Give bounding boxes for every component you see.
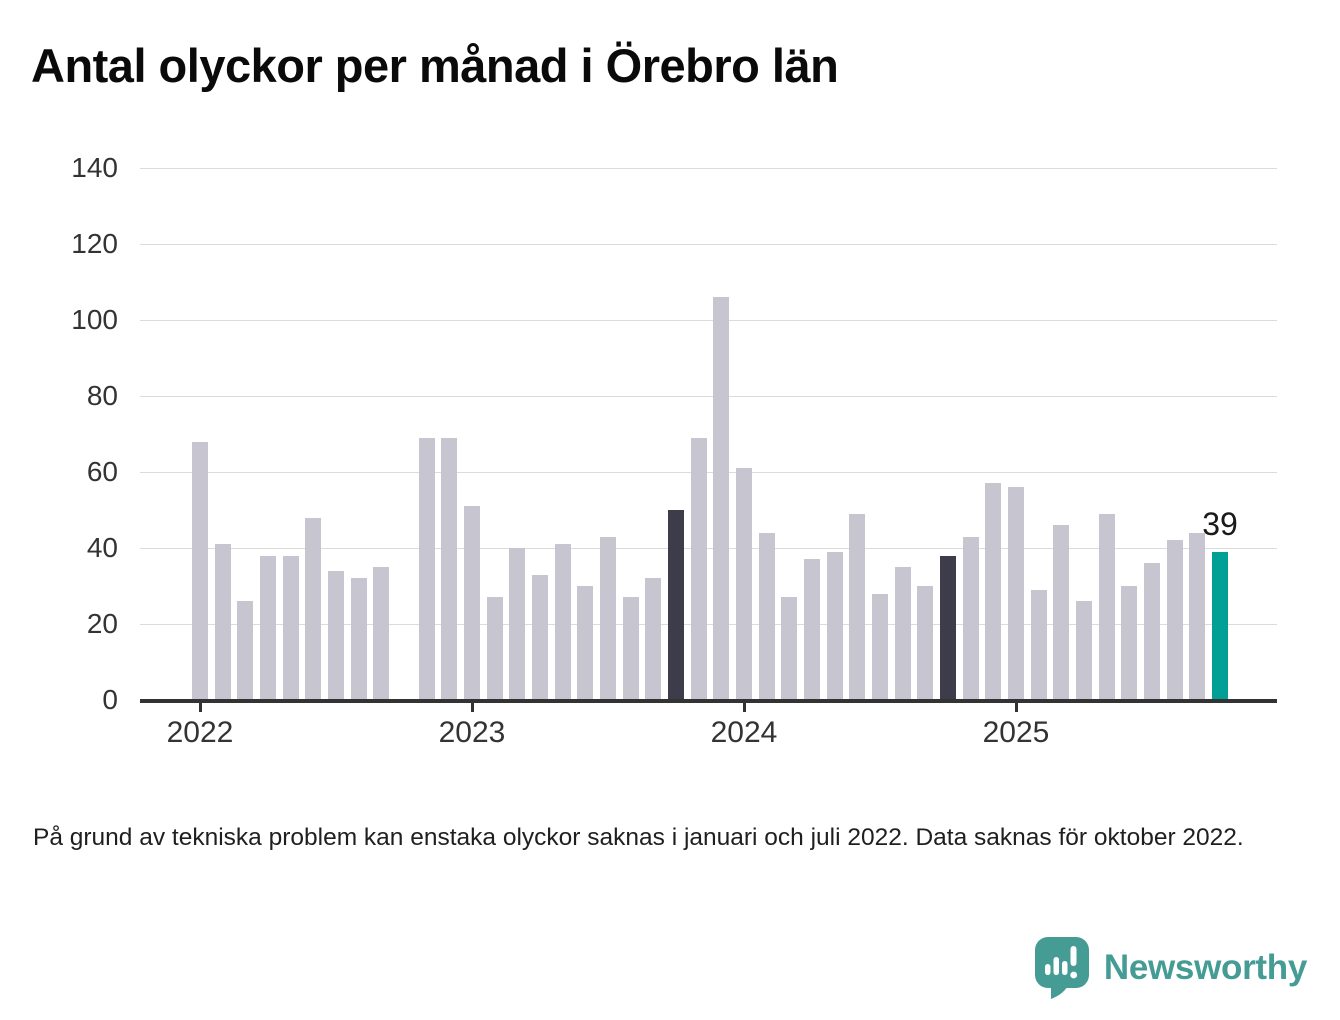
- x-axis-tick-label: 2025: [982, 716, 1050, 749]
- y-gridline: [140, 472, 1277, 473]
- bar-2025-03: [1053, 525, 1070, 700]
- bar-2023-08: [622, 597, 639, 700]
- y-axis-tick-label: 40: [86, 532, 118, 563]
- bar-2024-11: [962, 536, 979, 700]
- bar-2024-12: [985, 483, 1002, 700]
- bar-2022-06: [305, 517, 322, 700]
- x-axis-tick: [470, 702, 474, 712]
- y-axis-tick-label: 80: [86, 380, 118, 411]
- bar-2024-01: [736, 468, 752, 700]
- bar-2025-02: [1030, 589, 1047, 700]
- bar-2023-04: [532, 574, 548, 700]
- x-axis-tick-label: 2024: [710, 716, 778, 749]
- y-axis-tick-label: 0: [102, 684, 118, 715]
- bar-2023-07: [600, 536, 616, 700]
- bar-2023-09: [645, 578, 662, 700]
- x-axis-tick: [1014, 702, 1018, 712]
- bar-2024-08: [894, 567, 911, 700]
- y-axis-tick-label: 20: [86, 608, 118, 639]
- bar-2023-10: [668, 510, 684, 700]
- bar-2023-06: [577, 586, 594, 700]
- bar-2022-05: [282, 555, 299, 700]
- y-axis-tick-label: 100: [71, 304, 118, 335]
- x-axis-tick: [742, 702, 746, 712]
- bar-2024-10: [940, 555, 956, 700]
- newsworthy-logo: Newsworthy: [1034, 936, 1307, 1000]
- y-gridline: [140, 244, 1277, 245]
- bar-2023-05: [554, 544, 571, 700]
- bar-2025-01: [1008, 487, 1024, 700]
- bar-2024-02: [758, 532, 775, 700]
- y-gridline: [140, 320, 1277, 321]
- chart-footnote: På grund av tekniska problem kan enstaka…: [33, 824, 1244, 851]
- bar-2022-01: [192, 441, 208, 700]
- bar-2023-12: [713, 297, 730, 700]
- bar-2024-06: [849, 513, 866, 700]
- x-axis-tick-label: 2023: [438, 716, 506, 749]
- bar-2024-04: [804, 559, 820, 700]
- y-gridline: [140, 396, 1277, 397]
- bar-2022-03: [237, 601, 254, 700]
- bar-2025-10: [1212, 551, 1228, 700]
- bar-2023-03: [509, 548, 526, 700]
- y-gridline: [140, 548, 1277, 549]
- y-axis-tick-label: 60: [86, 456, 118, 487]
- bar-2024-09: [917, 586, 934, 700]
- y-gridline: [140, 624, 1277, 625]
- x-axis-line: [140, 699, 1277, 703]
- y-axis-tick-label: 120: [71, 228, 118, 259]
- y-gridline: [140, 168, 1277, 169]
- bar-2022-08: [350, 578, 367, 700]
- bar-2022-09: [373, 567, 390, 700]
- bar-data-label: 39: [1202, 505, 1238, 542]
- bar-2022-12: [441, 437, 458, 700]
- bar-2024-05: [826, 551, 843, 700]
- bar-2025-06: [1121, 586, 1138, 700]
- x-axis-tick: [198, 702, 202, 712]
- bar-2023-02: [486, 597, 503, 700]
- bar-2023-01: [464, 506, 480, 700]
- bar-2025-08: [1166, 540, 1183, 700]
- bar-2022-04: [260, 555, 276, 700]
- bar-2025-05: [1098, 513, 1115, 700]
- speech-bubble-bar-chart-icon: [1034, 937, 1089, 999]
- bar-2022-07: [328, 570, 344, 700]
- bar-2022-11: [418, 437, 435, 700]
- bar-2022-02: [214, 544, 231, 700]
- bar-2024-03: [781, 597, 798, 700]
- bar-2025-09: [1189, 532, 1206, 700]
- bar-2023-11: [690, 437, 707, 700]
- bar-2024-07: [872, 593, 888, 700]
- y-axis-tick-label: 140: [71, 152, 118, 183]
- bar-2025-07: [1144, 563, 1160, 700]
- newsworthy-logo-text: Newsworthy: [1103, 948, 1307, 987]
- bar-2025-04: [1076, 601, 1092, 700]
- x-axis-tick-label: 2022: [166, 716, 234, 749]
- page-title: Antal olyckor per månad i Örebro län: [31, 39, 839, 92]
